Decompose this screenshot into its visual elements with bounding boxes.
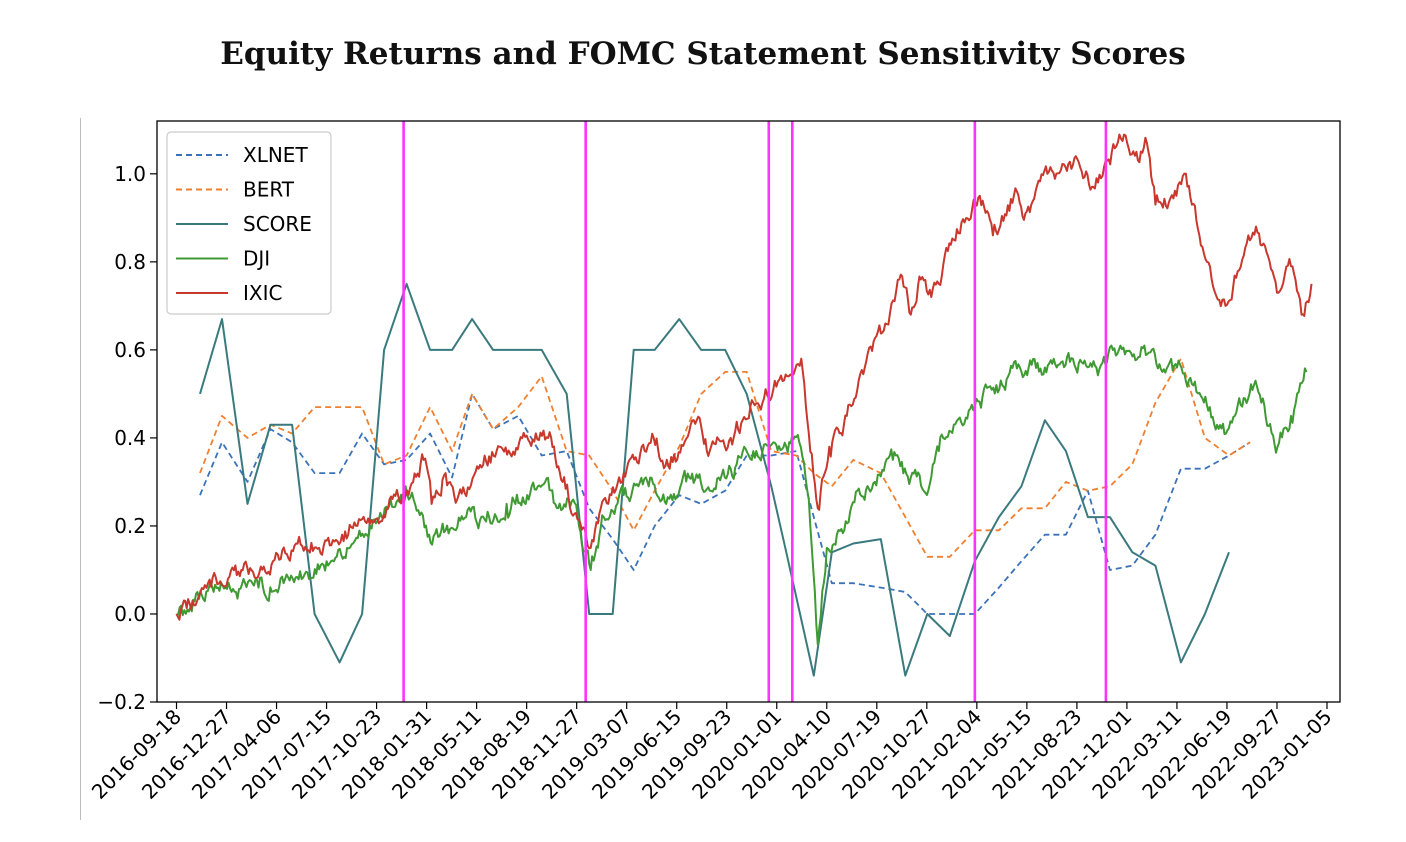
series-bert <box>199 357 1251 558</box>
legend-label-ixic: IXIC <box>243 281 282 305</box>
series-layer <box>175 133 1313 677</box>
fomc-vertical-lines <box>402 121 1108 702</box>
legend: XLNET BERT SCORE DJI IXIC <box>166 131 332 315</box>
y-tick-label: 0.8 <box>114 250 146 274</box>
y-tick-label: 0.4 <box>114 426 146 450</box>
y-tick-label: 0.6 <box>114 338 146 362</box>
series-ixic <box>175 133 1313 621</box>
series-line-ixic <box>175 133 1313 621</box>
legend-label-score: SCORE <box>243 212 312 236</box>
x-axis: 2016-09-182016-12-272017-04-062017-07-15… <box>87 702 1337 804</box>
series-line-bert <box>199 357 1251 558</box>
y-tick-label: 0.2 <box>114 514 146 538</box>
legend-label-dji: DJI <box>243 247 270 271</box>
y-tick-label: 0.0 <box>114 602 146 626</box>
legend-box <box>166 131 332 315</box>
series-line-dji <box>176 344 1308 646</box>
y-tick-label: 1.0 <box>114 162 146 186</box>
plot-frame <box>156 120 1341 703</box>
legend-label-bert: BERT <box>243 178 295 202</box>
series-xlnet <box>199 392 1251 615</box>
series-line-xlnet <box>199 392 1251 615</box>
y-axis: −0.2 0.0 0.2 0.4 0.6 0.8 1.0 <box>97 162 157 714</box>
series-line-score <box>199 282 1230 677</box>
series-score <box>199 282 1230 677</box>
chart-title: Equity Returns and FOMC Statement Sensit… <box>220 36 1186 72</box>
legend-label-xlnet: XLNET <box>243 143 308 167</box>
series-dji <box>176 344 1308 646</box>
y-tick-label: −0.2 <box>97 690 146 714</box>
page-rule <box>80 118 81 820</box>
